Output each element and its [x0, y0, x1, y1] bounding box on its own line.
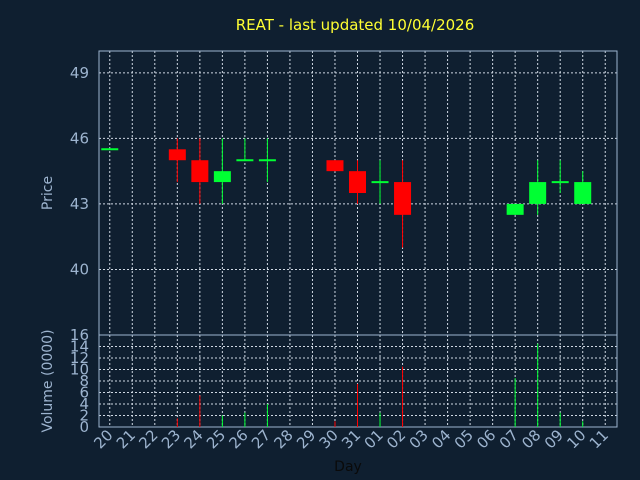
x-tick-label: 11 [586, 426, 612, 452]
x-axis-label: Day [334, 459, 362, 475]
candle-body [326, 160, 344, 172]
candle-body [168, 149, 186, 161]
price-tick-label: 46 [70, 129, 89, 147]
candle-body [349, 171, 366, 193]
candle-body [213, 171, 231, 183]
volume-tick-label: 14 [70, 338, 89, 356]
price-axis-label: Price [40, 176, 56, 210]
volume-tick-label: 10 [70, 361, 89, 379]
price-tick-label: 49 [70, 64, 89, 82]
chart-title: REAT - last updated 10/04/2026 [236, 16, 475, 34]
volume-tick-label: 16 [70, 326, 89, 344]
price-tick-label: 43 [70, 195, 89, 213]
volume-tick-label: 8 [79, 372, 89, 390]
volume-tick-label: 12 [70, 349, 89, 367]
candle-body [574, 182, 592, 204]
volume-tick-label: 2 [79, 407, 89, 425]
candle-body [506, 203, 524, 215]
candle-body [191, 160, 209, 183]
candle-body [529, 182, 547, 204]
price-tick-label: 40 [70, 260, 89, 278]
volume-tick-label: 0 [79, 418, 89, 436]
volume-tick-label: 4 [79, 395, 89, 413]
volume-tick-label: 6 [79, 384, 89, 402]
candle-body [394, 182, 412, 215]
volume-axis-label: Volume (0000) [40, 329, 56, 432]
